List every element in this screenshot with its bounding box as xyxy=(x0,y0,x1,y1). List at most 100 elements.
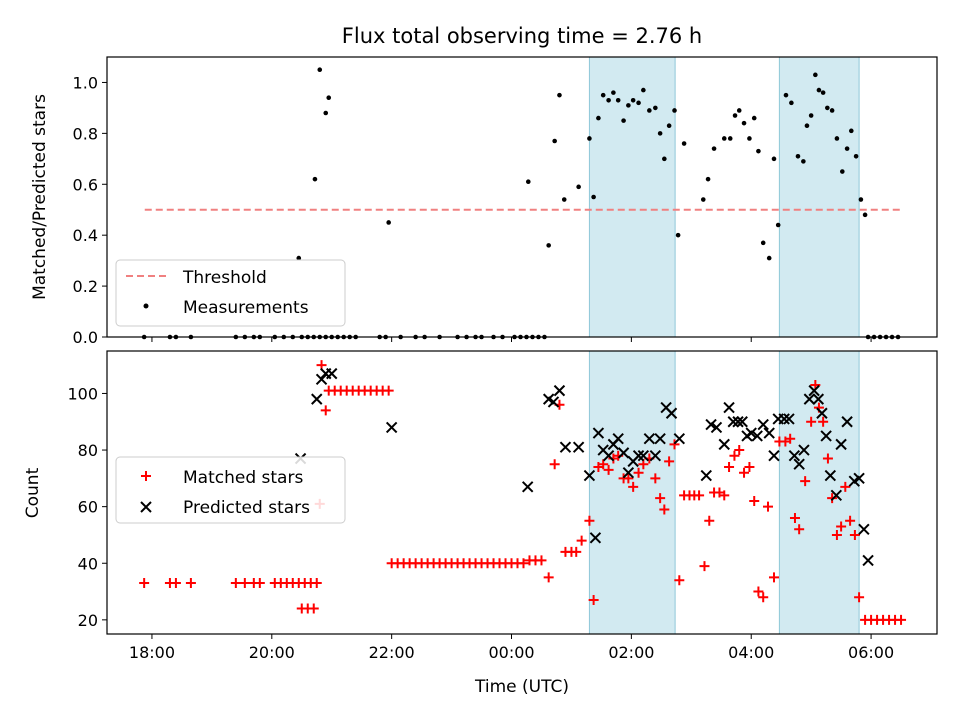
predicted-star-point xyxy=(824,469,837,482)
measurement-point xyxy=(296,255,302,261)
measurement-point xyxy=(312,176,318,182)
predicted-star-point xyxy=(751,430,763,442)
matched-star-point xyxy=(749,495,760,506)
measurement-point xyxy=(840,169,845,174)
predicted-star-point xyxy=(841,416,853,428)
x-tick-label: 02:00 xyxy=(608,643,654,662)
x-axis-label: Time (UTC) xyxy=(474,677,569,697)
measurement-point xyxy=(727,136,733,141)
measurement-point xyxy=(849,128,854,134)
matched-star-point xyxy=(623,473,634,484)
predicted-star-point xyxy=(547,396,560,408)
matched-star-point xyxy=(659,504,670,515)
predicted-star-point xyxy=(803,393,816,405)
measurement-point xyxy=(804,123,810,129)
measurement-point xyxy=(783,92,789,98)
predicted-star-point xyxy=(592,427,605,439)
bottom-y-ticks: 20 40 60 80 100 xyxy=(67,384,107,630)
matched-star-point xyxy=(584,515,595,526)
predicted-star-point xyxy=(654,433,666,445)
matched-star-point xyxy=(896,614,907,625)
measurement-point xyxy=(317,67,323,73)
measurement-point xyxy=(853,153,859,159)
matched-star-point xyxy=(185,578,196,589)
measurement-point xyxy=(326,95,332,101)
top-x-ticks xyxy=(151,337,872,342)
matched-star-point xyxy=(724,462,735,473)
top-y-ticks: 0.0 0.2 0.4 0.6 0.8 1.0 xyxy=(73,73,107,347)
legend-label: Threshold xyxy=(182,268,267,288)
matched-star-point xyxy=(311,578,322,589)
top-legend: Threshold Measurements xyxy=(115,259,346,327)
top-y-axis-label: Matched/Predicted stars xyxy=(30,94,50,300)
matched-star-point xyxy=(633,467,644,478)
predicted-star-point xyxy=(853,472,865,485)
predicted-star-point xyxy=(727,416,739,428)
measurement-point xyxy=(862,212,868,218)
measurement-point xyxy=(557,92,562,98)
measurement-point xyxy=(606,97,611,103)
legend-label: Measurements xyxy=(183,298,309,318)
measurement-point xyxy=(844,146,850,151)
measurement-point xyxy=(386,220,391,225)
bottom-panel: 20 40 60 80 100 18:00 20:00 22:00 00:00 02:00 04:… xyxy=(23,350,938,697)
matched-star-point xyxy=(704,515,715,526)
x-tick-label: 06:00 xyxy=(848,643,894,662)
matched-star-point xyxy=(239,578,250,589)
predicted-star-point xyxy=(763,427,775,439)
matched-star-point xyxy=(789,512,800,523)
bottom-shaded-interval xyxy=(778,350,860,635)
matched-star-point xyxy=(719,490,730,501)
measurement-point xyxy=(657,131,663,136)
y-tick-label: 0.0 xyxy=(73,328,98,347)
measurement-point xyxy=(829,108,835,113)
matched-star-point xyxy=(794,524,805,535)
x-tick-label: 18:00 xyxy=(129,643,175,662)
predicted-star-point xyxy=(521,481,534,493)
top-shaded-interval xyxy=(778,56,860,338)
measurement-point xyxy=(587,136,592,141)
predicted-star-point xyxy=(673,433,686,445)
measurement-point xyxy=(825,105,830,111)
measurement-point xyxy=(546,243,551,248)
matched-star-point xyxy=(669,439,680,450)
predicted-star-point xyxy=(798,444,810,456)
predicted-star-point xyxy=(723,401,735,414)
predicted-star-point xyxy=(820,430,832,442)
matched-star-point xyxy=(849,529,860,540)
predicted-star-point xyxy=(553,384,566,397)
matched-star-point xyxy=(734,445,745,456)
matched-star-point xyxy=(831,529,842,540)
matched-star-point xyxy=(650,473,661,484)
measurement-point xyxy=(789,100,794,106)
measurement-point xyxy=(647,108,652,113)
predicted-star-point xyxy=(862,554,874,567)
matched-star-point xyxy=(543,572,554,583)
y-tick-label: 0.2 xyxy=(73,277,98,296)
measurement-point xyxy=(525,179,531,185)
measurement-point xyxy=(591,194,596,200)
x-tick-label: 00:00 xyxy=(488,643,534,662)
matched-star-point xyxy=(576,535,587,546)
predicted-star-point xyxy=(788,450,801,462)
measurement-point xyxy=(552,138,557,144)
matched-star-point xyxy=(845,515,856,526)
bottom-x-ticks: 18:00 20:00 22:00 00:00 02:00 04:00 06:00 xyxy=(129,634,894,662)
measurement-point xyxy=(675,232,681,238)
matched-star-point xyxy=(141,471,151,481)
predicted-star-point xyxy=(705,418,717,431)
matched-star-point xyxy=(655,493,666,504)
measurement-point xyxy=(662,156,667,162)
matched-star-point xyxy=(822,453,833,464)
measurement-point xyxy=(760,240,766,246)
measurement-point xyxy=(808,113,814,118)
measurement-point xyxy=(615,97,621,103)
y-tick-label: 40 xyxy=(78,554,98,573)
matched-star-point xyxy=(664,456,675,467)
measurement-point xyxy=(741,120,747,126)
predicted-star-point xyxy=(793,458,805,470)
top-shaded-interval xyxy=(588,56,676,338)
predicted-star-point xyxy=(778,413,790,425)
predicted-star-point xyxy=(385,421,398,434)
measurement-point xyxy=(756,148,761,154)
